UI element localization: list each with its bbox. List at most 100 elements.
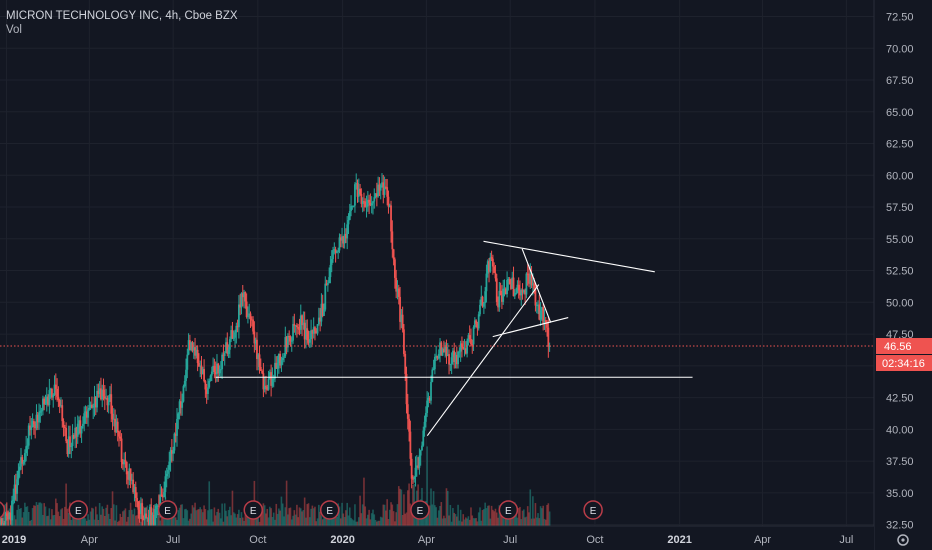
symbol-title[interactable]: MICRON TECHNOLOGY INC, 4h, Cboe BZX bbox=[6, 10, 238, 22]
volume-bar bbox=[279, 510, 281, 526]
volume-bar bbox=[270, 508, 272, 526]
candle-body bbox=[494, 272, 497, 279]
candle-body bbox=[530, 273, 533, 286]
time-tick-label: 2021 bbox=[667, 534, 691, 546]
candle-body bbox=[458, 351, 461, 353]
candle-body bbox=[205, 389, 208, 394]
chart-legend: MICRON TECHNOLOGY INC, 4h, Cboe BZX Vol bbox=[6, 9, 238, 37]
volume-bar bbox=[285, 480, 288, 526]
trend-line[interactable] bbox=[521, 248, 552, 323]
volume-bar bbox=[191, 505, 194, 526]
volume-bar bbox=[439, 505, 441, 526]
volume-bar bbox=[462, 514, 465, 526]
volume-bar bbox=[104, 515, 106, 526]
volume-bar bbox=[65, 483, 67, 526]
earnings-icon bbox=[319, 500, 340, 520]
candle-body bbox=[524, 290, 527, 295]
candle-body bbox=[335, 251, 338, 253]
candle-body bbox=[445, 346, 448, 356]
candle-body bbox=[143, 513, 146, 520]
candle-body bbox=[85, 411, 88, 418]
earnings-marker[interactable]: E bbox=[583, 500, 603, 520]
time-tick-label: Jul bbox=[503, 534, 517, 546]
volume-bar bbox=[89, 511, 92, 526]
trend-line[interactable] bbox=[426, 284, 540, 437]
volume-bar bbox=[528, 512, 530, 526]
candle-body bbox=[406, 404, 409, 419]
price-tick-label: 55.00 bbox=[886, 234, 914, 246]
candle-body bbox=[66, 441, 69, 455]
candle-body bbox=[169, 450, 172, 462]
trend-line[interactable] bbox=[483, 240, 655, 273]
volume-bar bbox=[49, 519, 52, 526]
candle-body bbox=[201, 369, 204, 375]
time-axis[interactable]: 2019 Apr Jul Oct 2020 Apr Jul Oct 2021 Apr Jul bbox=[0, 525, 909, 550]
candle-body bbox=[133, 487, 136, 493]
volume-label[interactable]: Vol bbox=[6, 24, 22, 36]
candle-body bbox=[424, 412, 427, 422]
earnings-markers[interactable]: EEEEEEEE bbox=[0, 500, 603, 520]
volume-bar bbox=[361, 504, 364, 526]
candle-body bbox=[115, 421, 118, 433]
candle-body bbox=[91, 404, 93, 408]
trend-line[interactable] bbox=[492, 317, 569, 338]
earnings-marker[interactable]: E bbox=[157, 500, 178, 520]
price-axis[interactable]: 72.50 70.00 67.50 65.00 62.50 60.00 57.50 55.00… bbox=[873, 0, 932, 550]
earnings-marker[interactable]: E bbox=[68, 500, 89, 520]
earnings-letter: E bbox=[590, 506, 597, 517]
chart-settings-button[interactable] bbox=[897, 534, 909, 546]
earnings-marker[interactable]: E bbox=[243, 500, 264, 520]
candle-body bbox=[181, 401, 184, 408]
earnings-marker[interactable]: E bbox=[319, 500, 340, 520]
candle-body bbox=[363, 201, 365, 203]
volume-bar bbox=[93, 519, 96, 526]
volume-bar bbox=[57, 511, 60, 526]
volume-bar bbox=[299, 508, 302, 526]
earnings-marker[interactable]: E bbox=[498, 500, 519, 520]
volume-bar bbox=[386, 499, 388, 526]
candle-body bbox=[540, 307, 543, 311]
candle-body bbox=[31, 421, 34, 428]
volume-bar bbox=[48, 508, 51, 526]
volume-bar bbox=[12, 494, 15, 526]
volume-bar bbox=[293, 510, 296, 526]
volume-bar bbox=[113, 504, 115, 526]
candle-body bbox=[526, 273, 529, 275]
drawings[interactable] bbox=[215, 240, 693, 437]
volume-bar bbox=[55, 498, 57, 526]
candle-body bbox=[305, 328, 307, 340]
volume-bar bbox=[131, 509, 133, 526]
last-price-value: 46.56 bbox=[884, 341, 912, 353]
candle-body bbox=[128, 468, 131, 480]
volume-bar bbox=[124, 508, 127, 526]
candle-body bbox=[412, 478, 414, 480]
volume-bar bbox=[52, 515, 55, 526]
volume-bar bbox=[119, 513, 122, 526]
volume-bar bbox=[443, 515, 445, 526]
candle-body bbox=[190, 342, 193, 351]
volume-bar bbox=[172, 512, 174, 526]
candle-body bbox=[174, 433, 177, 436]
volume-bar bbox=[107, 513, 110, 526]
earnings-marker[interactable]: E bbox=[0, 501, 6, 519]
volume-bar bbox=[548, 511, 551, 526]
volume-bar bbox=[85, 520, 88, 526]
candle-body bbox=[29, 425, 31, 431]
volume-bar bbox=[76, 518, 79, 526]
earnings-marker[interactable]: E bbox=[410, 500, 430, 520]
candle-body bbox=[48, 390, 51, 405]
candle-body bbox=[199, 365, 202, 367]
candle-body bbox=[32, 421, 35, 425]
volume-bar bbox=[306, 504, 309, 526]
candle-body bbox=[221, 354, 224, 370]
candle-body bbox=[415, 465, 418, 468]
volume-bar bbox=[392, 511, 395, 526]
volume-bar bbox=[261, 511, 263, 526]
volume-bar bbox=[281, 503, 284, 526]
candle-body bbox=[279, 353, 282, 366]
candle-body bbox=[423, 421, 426, 431]
volume-bar bbox=[449, 504, 452, 526]
volume-bar bbox=[377, 520, 379, 526]
candle-body bbox=[170, 450, 173, 454]
